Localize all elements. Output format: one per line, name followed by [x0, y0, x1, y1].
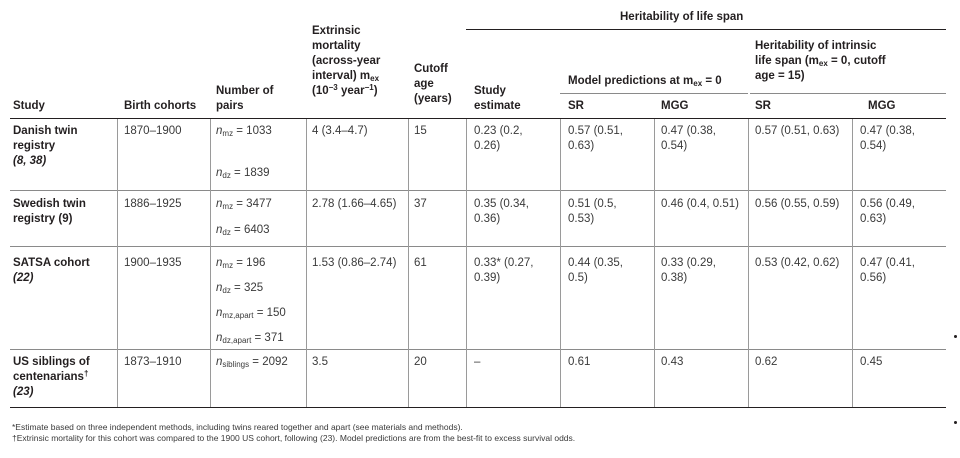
row-pairs: nmz,apart = 150: [216, 307, 286, 320]
intrinsic-mgg-header: MGG: [868, 100, 896, 112]
row-sr: 0.57 (0.51, 0.63): [568, 125, 623, 152]
row-birth-cohorts: 1900–1935: [124, 257, 182, 269]
intrinsic-rule: [750, 93, 946, 94]
row-rule: [10, 349, 946, 350]
row-study-estimate: –: [474, 356, 481, 368]
row-study-estimate: 0.35 (0.34, 0.36): [474, 198, 529, 225]
row-extrinsic-mortality: 2.78 (1.66–4.65): [312, 198, 397, 210]
row-intrinsic-mgg: 0.47 (0.41, 0.56): [860, 257, 915, 284]
column-divider: [560, 119, 561, 407]
row-pairs: ndz,apart = 371: [216, 332, 284, 345]
row-extrinsic-mortality: 1.53 (0.86–2.74): [312, 257, 397, 269]
row-cutoff-age: 20: [414, 356, 427, 368]
row-pairs: nmz = 196: [216, 257, 266, 270]
row-sr: 0.51 (0.5, 0.53): [568, 198, 617, 225]
row-cutoff-age: 15: [414, 125, 427, 137]
intrinsic-sr-header: SR: [755, 100, 771, 112]
row-study-name: SATSA cohort (22): [13, 257, 90, 284]
row-pairs: nsiblings = 2092: [216, 356, 288, 369]
row-study-estimate: 0.33* (0.27, 0.39): [474, 257, 534, 284]
column-divider: [852, 119, 853, 407]
table-bottom-rule: [10, 407, 946, 408]
row-rule: [10, 246, 946, 247]
row-intrinsic-sr: 0.57 (0.51, 0.63): [755, 125, 840, 137]
sr-header: SR: [568, 100, 584, 112]
row-intrinsic-mgg: 0.47 (0.38, 0.54): [860, 125, 915, 152]
column-divider: [654, 119, 655, 407]
edge-dot: [954, 335, 957, 338]
number-of-pairs-header: Number of pairs: [216, 85, 274, 112]
footnote: *Estimate based on three independent met…: [12, 422, 463, 432]
row-birth-cohorts: 1873–1910: [124, 356, 182, 368]
row-cutoff-age: 37: [414, 198, 427, 210]
study-estimate-header: Study estimate: [474, 85, 521, 112]
row-intrinsic-sr: 0.56 (0.55, 0.59): [755, 198, 840, 210]
edge-dot: [954, 421, 957, 424]
intrinsic-heritability-header: Heritability of intrinsic life span (mex…: [755, 40, 886, 82]
header-bottom-rule: [10, 118, 946, 119]
column-divider: [748, 119, 749, 407]
footnote: †Extrinsic mortality for this cohort was…: [12, 433, 576, 443]
row-study-estimate: 0.23 (0.2, 0.26): [474, 125, 523, 152]
row-intrinsic-mgg: 0.56 (0.49, 0.63): [860, 198, 915, 225]
row-sr: 0.61: [568, 356, 591, 368]
row-pairs: ndz = 325: [216, 282, 264, 295]
column-divider: [408, 119, 409, 407]
row-pairs: nmz = 1033: [216, 125, 272, 138]
row-rule: [10, 190, 946, 191]
row-extrinsic-mortality: 3.5: [312, 356, 328, 368]
column-divider: [117, 119, 118, 407]
row-pairs: ndz = 1839: [216, 167, 270, 180]
column-divider: [210, 119, 211, 407]
row-sr: 0.44 (0.35, 0.5): [568, 257, 623, 284]
row-mgg: 0.43: [661, 356, 684, 368]
row-intrinsic-sr: 0.53 (0.42, 0.62): [755, 257, 840, 269]
model-predictions-rule: [560, 93, 748, 94]
row-cutoff-age: 61: [414, 257, 427, 269]
column-divider: [466, 119, 467, 407]
row-mgg: 0.33 (0.29, 0.38): [661, 257, 716, 284]
model-predictions-header: Model predictions at mex = 0: [568, 75, 722, 88]
row-pairs: ndz = 6403: [216, 224, 270, 237]
row-mgg: 0.47 (0.38, 0.54): [661, 125, 716, 152]
row-intrinsic-sr: 0.62: [755, 356, 778, 368]
column-divider: [306, 119, 307, 407]
row-study-name: Danish twin registry (8, 38): [13, 125, 78, 167]
cutoff-age-header: Cutoff age (years): [414, 63, 452, 105]
heritability-header: Heritability of life span: [620, 11, 744, 23]
row-study-name: Swedish twin registry (9): [13, 198, 86, 225]
study-header: Study: [13, 100, 45, 112]
heritability-rule: [466, 29, 946, 30]
birth-cohorts-header: Birth cohorts: [124, 100, 197, 112]
row-study-name: US siblings of centenarians† (23): [13, 356, 90, 398]
row-birth-cohorts: 1886–1925: [124, 198, 182, 210]
row-extrinsic-mortality: 4 (3.4–4.7): [312, 125, 368, 137]
row-mgg: 0.46 (0.4, 0.51): [661, 198, 739, 210]
row-intrinsic-mgg: 0.45: [860, 356, 883, 368]
mgg-header: MGG: [661, 100, 689, 112]
row-birth-cohorts: 1870–1900: [124, 125, 182, 137]
extrinsic-mortality-header: Extrinsic mortality (across-year interva…: [312, 25, 381, 97]
row-pairs: nmz = 3477: [216, 198, 272, 211]
